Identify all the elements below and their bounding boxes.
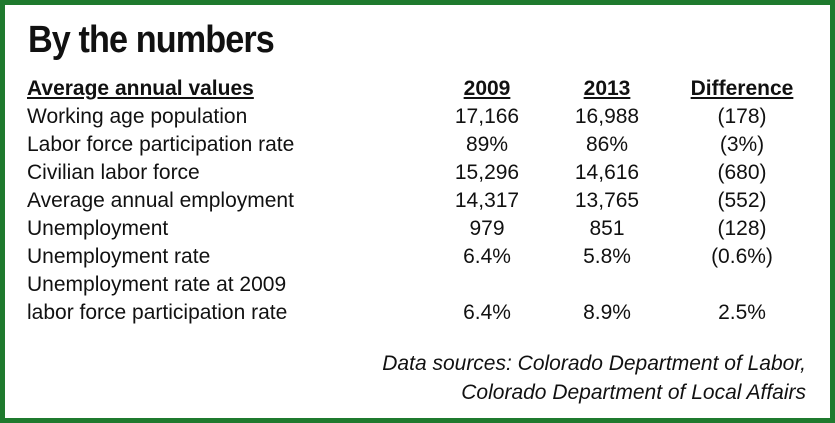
row-label: Civilian labor force: [27, 161, 200, 184]
cell-difference: (680): [717, 161, 767, 184]
sources-line2: Colorado Department of Local Affairs: [461, 381, 806, 404]
header-2009: 2009: [463, 77, 511, 100]
cell-2013: 16,988: [574, 105, 640, 128]
cell-2009: 89%: [465, 133, 509, 156]
cell-2009: 17,166: [454, 105, 520, 128]
row-label: Labor force participation rate: [27, 133, 295, 156]
data-sources-note: Data sources: Colorado Department of Lab…: [382, 349, 806, 407]
cell-difference: (128): [717, 217, 767, 240]
cell-difference: (0.6%): [711, 245, 773, 268]
table-row: Unemployment rate 6.4% 5.8% (0.6%): [27, 243, 817, 271]
row-label: Average annual employment: [27, 189, 294, 212]
row-label-line1: Unemployment rate at 2009: [27, 273, 287, 296]
row-label: Unemployment: [27, 217, 169, 240]
cell-difference: (552): [717, 189, 767, 212]
cell-2013: 5.8%: [583, 245, 631, 268]
stats-table: Average annual values 2009 2013 Differen…: [27, 75, 817, 327]
cell-2013: 851: [589, 217, 625, 240]
sources-line1: Data sources: Colorado Department of Lab…: [382, 352, 806, 375]
cell-2013: 8.9%: [583, 301, 631, 324]
row-label-line2: labor force participation rate: [27, 301, 288, 324]
table-row: Labor force participation rate 89% 86% (…: [27, 131, 817, 159]
row-label: Unemployment rate at 2009 labor force pa…: [27, 271, 427, 327]
cell-2009: 14,317: [454, 189, 520, 212]
cell-2009: 15,296: [454, 161, 520, 184]
header-2013: 2013: [583, 77, 631, 100]
cell-2013: 13,765: [574, 189, 640, 212]
cell-2013: 14,616: [574, 161, 640, 184]
row-label: Working age population: [27, 105, 248, 128]
header-label: Average annual values: [27, 77, 254, 100]
cell-difference: 2.5%: [718, 301, 766, 324]
table-row: Working age population 17,166 16,988 (17…: [27, 103, 817, 131]
cell-2009: 6.4%: [463, 301, 511, 324]
table-header-row: Average annual values 2009 2013 Differen…: [27, 75, 817, 103]
row-label: Unemployment rate: [27, 245, 211, 268]
cell-2013: 86%: [585, 133, 629, 156]
header-difference: Difference: [690, 77, 794, 100]
table-row: Average annual employment 14,317 13,765 …: [27, 187, 817, 215]
cell-2009: 979: [469, 217, 505, 240]
table-row: Civilian labor force 15,296 14,616 (680): [27, 159, 817, 187]
cell-difference: (3%): [719, 133, 765, 156]
table-row: Unemployment 979 851 (128): [27, 215, 817, 243]
table-row: Unemployment rate at 2009 labor force pa…: [27, 271, 817, 327]
cell-difference: (178): [717, 105, 767, 128]
cell-2009: 6.4%: [463, 245, 511, 268]
page-title: By the numbers: [28, 19, 275, 61]
